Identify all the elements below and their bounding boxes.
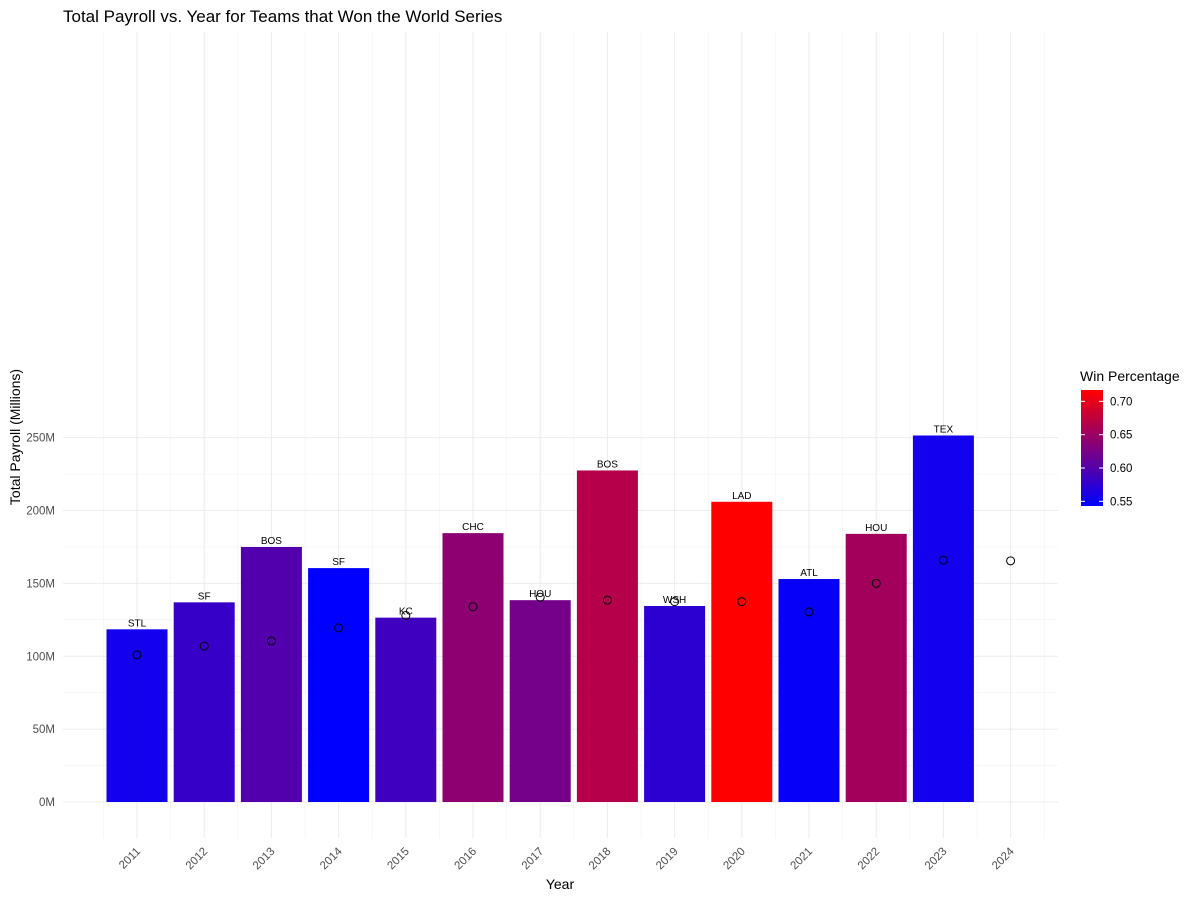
bar-label-2018: BOS [597, 459, 618, 470]
x-tick-label: 2011 [117, 846, 143, 872]
bar-label-2019: WSH [663, 595, 686, 606]
y-tick-label: 100M [26, 651, 55, 663]
bar-2018 [576, 470, 638, 802]
x-tick-label: 2012 [184, 846, 211, 873]
y-tick-label: 200M [26, 506, 55, 518]
point-2024 [1006, 556, 1016, 566]
bar-label-2016: CHC [462, 522, 484, 533]
legend-label: 0.55 [1110, 496, 1132, 508]
point-2013 [266, 636, 276, 646]
point-2015 [401, 610, 411, 620]
legend: Win Percentage 0.55 0.60 0.65 0.70 [1080, 368, 1180, 508]
x-tick-label: 2021 [789, 846, 816, 873]
y-tick-label: 50M [33, 724, 55, 736]
point-2019 [670, 597, 680, 607]
x-tick-label: 2019 [654, 846, 681, 873]
bar-2013 [240, 546, 302, 802]
legend-title: Win Percentage [1080, 368, 1180, 384]
point-2023 [938, 555, 948, 565]
x-tick-label: 2024 [990, 845, 1017, 872]
bar-label-2021: ATL [800, 568, 818, 579]
point-2016 [468, 602, 478, 612]
legend-label: 0.65 [1110, 430, 1132, 442]
bar-2011 [106, 629, 168, 802]
bar-2020 [711, 501, 773, 802]
bar-label-2023: TEX [934, 424, 954, 435]
bar-label-2015: KC [399, 607, 413, 618]
x-axis-title: Year [546, 876, 575, 892]
bar-2023 [912, 435, 974, 802]
y-tick-label: 0M [39, 797, 55, 809]
x-tick-label: 2018 [587, 846, 614, 873]
bar-2022 [845, 533, 907, 802]
y-tick-label: 150M [26, 578, 55, 590]
chart-title: Total Payroll vs. Year for Teams that Wo… [63, 7, 502, 26]
bar-2015 [375, 617, 437, 802]
bar-label-2013: BOS [261, 536, 282, 547]
bar-2014 [308, 568, 370, 802]
x-axis-ticks: 2011 2012 2013 2014 2015 2016 2017 2018 2019 2020… [117, 845, 1017, 872]
bar-2016 [442, 533, 504, 802]
point-2014 [334, 623, 344, 633]
point-2017 [535, 592, 545, 602]
y-axis-title: Total Payroll (Millions) [7, 369, 23, 505]
point-2021 [804, 607, 814, 617]
point-2020 [737, 597, 747, 607]
bar-2021 [778, 579, 840, 802]
x-tick-label: 2016 [453, 846, 480, 873]
x-tick-label: 2017 [520, 846, 547, 873]
bar-label-layer: STL SF BOS SF KC CHC HOU BOS WSH LAD ATL HOU TEX [128, 424, 954, 629]
x-tick-label: 2020 [721, 846, 748, 873]
point-2018 [602, 595, 612, 605]
bar-label-2011: STL [128, 618, 147, 629]
bar-layer [106, 435, 974, 802]
bar-2017 [509, 600, 571, 802]
y-tick-label: 250M [26, 433, 55, 445]
bar-label-2022: HOU [865, 523, 887, 534]
point-2011 [132, 650, 142, 660]
bar-2019 [644, 605, 706, 802]
bar-label-2014: SF [332, 557, 345, 568]
point-2022 [871, 578, 881, 588]
legend-label: 0.70 [1110, 396, 1132, 408]
bar-label-2020: LAD [732, 491, 751, 502]
x-tick-label: 2013 [251, 846, 278, 873]
bar-label-2012: SF [198, 591, 211, 602]
x-tick-label: 2015 [385, 846, 412, 873]
legend-label: 0.60 [1110, 463, 1132, 475]
x-tick-label: 2023 [923, 846, 950, 873]
legend-ticks: 0.55 0.60 0.65 0.70 [1081, 396, 1132, 508]
bar-2012 [173, 602, 235, 802]
point-layer [132, 555, 1016, 660]
point-2012 [199, 641, 209, 651]
legend-colorbar [1081, 390, 1103, 506]
y-axis-ticks: 0M 50M 100M 150M 200M 250M [26, 433, 55, 809]
x-tick-label: 2014 [318, 845, 345, 872]
x-tick-label: 2022 [856, 846, 883, 873]
bar-label-2017: HOU [529, 589, 551, 600]
